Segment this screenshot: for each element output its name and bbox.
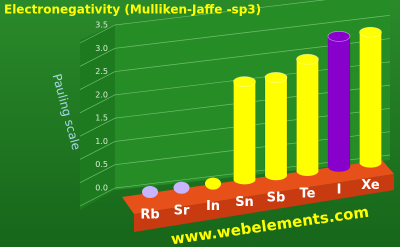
bar: [327, 36, 351, 168]
grid-line: [79, 24, 116, 44]
x-tick-label: Rb: [140, 208, 159, 223]
grid-line: [114, 0, 327, 26]
y-tick-label: 1.5: [95, 114, 108, 123]
grid-line: [79, 47, 116, 67]
empty-marker: [205, 177, 221, 190]
empty-marker: [173, 181, 190, 194]
grid-line: [114, 14, 391, 49]
grid-line: [79, 117, 116, 137]
grid-line: [79, 94, 116, 114]
grid-line: [79, 187, 116, 207]
y-tick-label: 3.0: [95, 44, 108, 53]
bar: [264, 77, 288, 176]
y-tick-label: 3.5: [95, 21, 108, 30]
bar: [233, 81, 256, 180]
bar-base: [265, 170, 287, 181]
x-tick-label: Sr: [174, 203, 190, 218]
floor-top: [122, 160, 394, 214]
bar-base: [233, 174, 256, 185]
grid-line: [79, 71, 116, 90]
bar-top: [233, 76, 256, 87]
grid-line: [79, 141, 116, 160]
bar-base: [328, 161, 350, 172]
x-tick-label: Sb: [267, 191, 286, 206]
chart-title: Electronegativity (Mulliken-Jaffe -sp3): [4, 3, 261, 17]
bar-top: [264, 72, 288, 83]
x-tick-label: Xe: [361, 178, 380, 193]
grid-line: [79, 164, 116, 184]
y-tick-label: 0.5: [95, 160, 108, 169]
bar-top: [359, 26, 382, 38]
x-tick-label: In: [206, 199, 220, 214]
bar-base: [359, 157, 382, 168]
bar: [359, 31, 382, 163]
x-tick-label: I: [337, 182, 342, 197]
x-tick-label: Sn: [235, 195, 254, 210]
bar-top: [296, 53, 319, 65]
y-tick-label: 1.0: [95, 137, 108, 146]
x-tick-label: Te: [300, 187, 316, 202]
y-tick-label: 0.0: [95, 184, 108, 193]
bar-top: [327, 31, 351, 42]
y-tick-label: 2.5: [95, 67, 108, 76]
floor-front: [134, 174, 394, 232]
side-wall: [80, 25, 115, 210]
bar: [296, 58, 319, 172]
empty-marker: [142, 186, 158, 198]
y-tick-label: 2.0: [95, 90, 108, 99]
bar-base: [296, 166, 319, 176]
